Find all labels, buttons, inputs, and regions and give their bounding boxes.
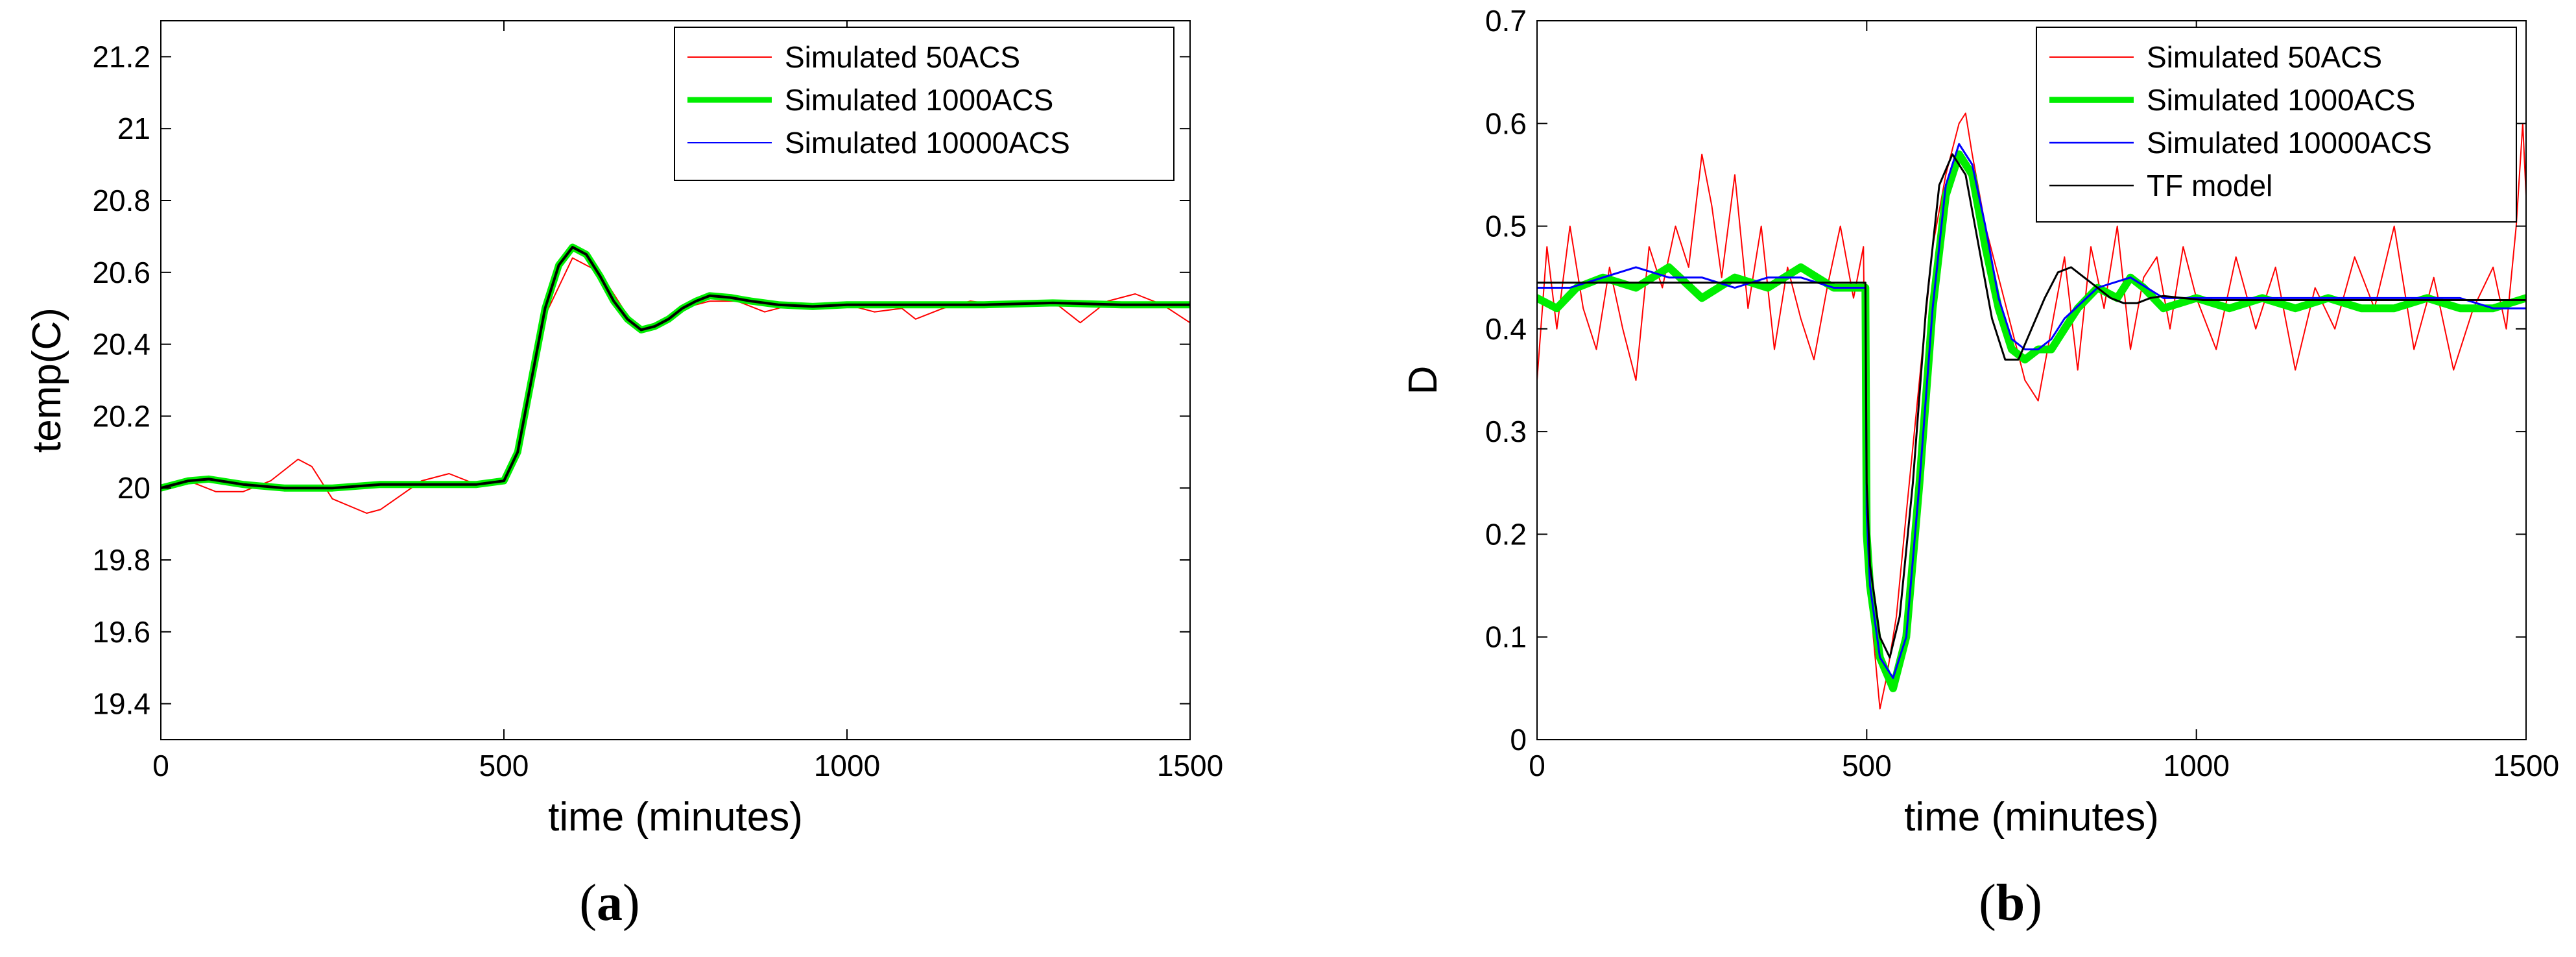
chart-panel-a: 0 500 1000 1500 19.4 19.6 19.8 20 20.2 20.4 20.6 20… bbox=[25, 20, 1223, 932]
legend-entry-label: Simulated 10000ACS bbox=[785, 126, 1070, 160]
y-tick-label: 20.8 bbox=[92, 184, 150, 217]
y-tick-label: 0.4 bbox=[1485, 312, 1527, 346]
x-tick-label: 1500 bbox=[1157, 749, 1223, 782]
panel-label-close: ) bbox=[623, 875, 640, 932]
y-tick-label: 0.5 bbox=[1485, 210, 1527, 243]
y-tick-label: 0.7 bbox=[1485, 4, 1527, 38]
y-axis-label: temp(C) bbox=[25, 308, 69, 453]
panel-label: (b) bbox=[1979, 875, 2042, 932]
series-group bbox=[1537, 112, 2526, 710]
legend-entry-label: Simulated 50ACS bbox=[2147, 40, 2382, 74]
legend-entry-label: Simulated 1000ACS bbox=[785, 83, 1053, 117]
x-tick-label: 500 bbox=[479, 749, 529, 782]
panel-label-letter: b bbox=[1996, 875, 2025, 932]
legend-entry-label: TF model bbox=[2147, 169, 2272, 202]
y-tick-label: 0.3 bbox=[1485, 415, 1527, 448]
legend-box bbox=[674, 27, 1175, 181]
x-tick-label: 1000 bbox=[814, 749, 880, 782]
legend: Simulated 50ACS Simulated 1000ACS Simulate… bbox=[2036, 27, 2517, 223]
y-tick-label: 19.8 bbox=[92, 543, 150, 577]
x-axis-label: time (minutes) bbox=[548, 795, 803, 840]
y-tick-label: 19.4 bbox=[92, 687, 150, 721]
panel-label-letter: a bbox=[597, 875, 623, 932]
x-tick-label: 1500 bbox=[2493, 749, 2559, 782]
series-line-3 bbox=[1537, 143, 2526, 679]
panel-label: (a) bbox=[579, 875, 639, 932]
y-tick-label: 0 bbox=[1510, 723, 1527, 757]
y-tick-label: 20.2 bbox=[92, 399, 150, 433]
series-group bbox=[161, 243, 1190, 514]
y-tick-label: 0.2 bbox=[1485, 517, 1527, 551]
panel-label-close: ) bbox=[2025, 875, 2042, 932]
x-tick-label: 500 bbox=[1842, 749, 1892, 782]
legend-entry-label: Simulated 10000ACS bbox=[2147, 126, 2432, 160]
series-line-4 bbox=[1537, 153, 2526, 659]
x-axis-label: time (minutes) bbox=[1904, 795, 2159, 840]
y-axis-label: D bbox=[1401, 366, 1446, 395]
legend-box bbox=[2036, 27, 2517, 223]
y-tick-label: 20.6 bbox=[92, 256, 150, 289]
y-tick-label: 20.4 bbox=[92, 328, 150, 361]
x-tick-label: 1000 bbox=[2163, 749, 2229, 782]
axes-box bbox=[1536, 20, 2527, 740]
y-tick-label: 19.6 bbox=[92, 615, 150, 649]
legend-entry-label: Simulated 50ACS bbox=[785, 40, 1020, 74]
axes-box bbox=[160, 20, 1191, 740]
y-tick-label: 21 bbox=[117, 112, 150, 145]
y-tick-label: 0.1 bbox=[1485, 620, 1527, 654]
overlay-line bbox=[161, 246, 1190, 490]
x-tick-label: 0 bbox=[1529, 749, 1545, 782]
panel-label-open: ( bbox=[1979, 875, 1996, 932]
chart-panel-b: 0 500 1000 1500 0 0.1 0.2 0.3 0.4 0.5 0.6 0.7 time (… bbox=[1401, 4, 2559, 932]
legend-entry-label: Simulated 1000ACS bbox=[2147, 83, 2415, 117]
panel-label-open: ( bbox=[579, 875, 597, 932]
y-tick-label: 21.2 bbox=[92, 40, 150, 73]
y-tick-label: 20 bbox=[117, 471, 150, 505]
legend: Simulated 50ACS Simulated 1000ACS Simulate… bbox=[674, 27, 1175, 181]
series-line-1 bbox=[1537, 112, 2526, 710]
x-tick-label: 0 bbox=[152, 749, 169, 782]
y-tick-label: 0.6 bbox=[1485, 106, 1527, 140]
